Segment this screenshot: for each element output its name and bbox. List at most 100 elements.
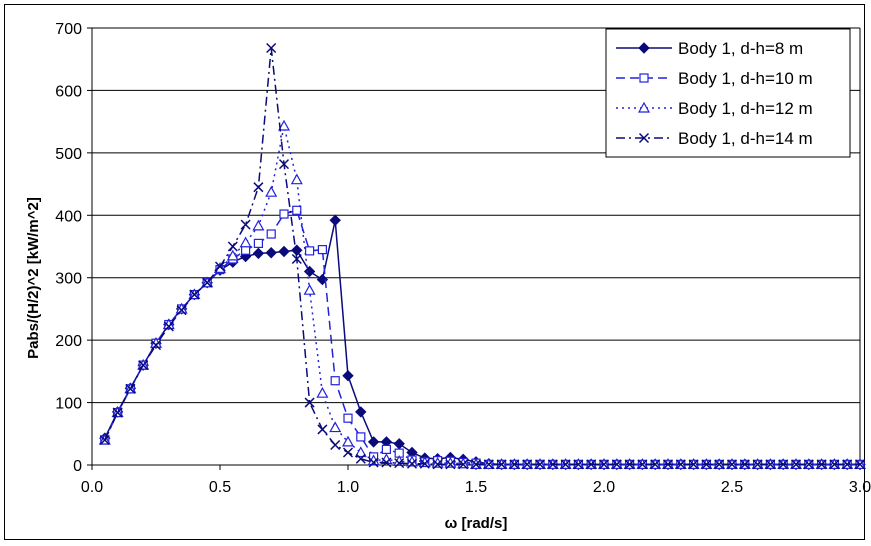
data-point (432, 459, 443, 470)
data-point (688, 459, 699, 470)
data-point (317, 424, 328, 435)
data-point (329, 214, 341, 226)
data-point (611, 459, 622, 470)
data-point (496, 459, 507, 470)
legend-entry: Body 1, d-h=10 m (616, 69, 813, 88)
data-point (816, 459, 827, 470)
data-point (367, 436, 380, 448)
data-point (317, 245, 327, 255)
legend-entry: Body 1, d-h=14 m (616, 129, 813, 148)
data-point (291, 244, 303, 256)
legend-label: Body 1, d-h=8 m (678, 39, 803, 58)
data-point (522, 459, 533, 470)
legend-label: Body 1, d-h=12 m (678, 99, 813, 118)
data-point (752, 459, 763, 470)
data-point (675, 459, 686, 470)
data-point (138, 360, 149, 371)
y-tick-label: 400 (55, 208, 82, 225)
data-point (790, 459, 802, 470)
data-point (854, 459, 866, 470)
data-point (355, 453, 366, 464)
data-point (112, 407, 123, 418)
legend-label: Body 1, d-h=10 m (678, 69, 813, 88)
y-axis-title: Pabs/(H/2)^2 [kW/m^2] (25, 197, 42, 359)
x-tick-label: 0.0 (81, 479, 103, 496)
series-3 (98, 119, 867, 469)
data-point (368, 457, 379, 468)
data-point (394, 458, 405, 469)
data-point (803, 459, 814, 470)
data-point (253, 238, 263, 248)
data-point (99, 434, 110, 446)
data-point (240, 219, 251, 230)
legend-marker (638, 42, 650, 54)
y-tick-label: 100 (55, 396, 82, 413)
data-point (534, 459, 546, 470)
data-point (701, 459, 712, 470)
legend-label: Body 1, d-h=14 m (678, 129, 813, 148)
data-point (829, 459, 840, 470)
data-point (189, 289, 200, 300)
data-point (356, 432, 366, 442)
data-point (252, 247, 265, 260)
data-point (778, 459, 789, 470)
data-point (509, 459, 520, 470)
data-point (303, 265, 316, 278)
data-point (278, 159, 290, 170)
data-point (266, 42, 277, 54)
data-point (241, 245, 251, 255)
data-point (304, 397, 315, 408)
data-point (278, 245, 290, 258)
data-point (342, 447, 354, 458)
data-point (125, 383, 136, 394)
data-point (586, 459, 597, 470)
data-point (662, 459, 674, 470)
data-point (252, 219, 265, 231)
data-point (226, 249, 239, 261)
legend-entry: Body 1, d-h=8 m (616, 39, 803, 58)
y-tick-label: 200 (55, 333, 82, 350)
data-point (355, 406, 367, 418)
data-point (239, 236, 252, 248)
data-point (342, 370, 354, 382)
legend-marker (639, 73, 649, 83)
x-tick-label: 0.5 (209, 479, 231, 496)
y-tick-label: 300 (55, 271, 82, 288)
data-point (291, 253, 302, 265)
data-point (381, 457, 392, 468)
data-point (265, 247, 277, 259)
data-point (445, 459, 456, 470)
data-point (279, 209, 289, 219)
data-point (214, 261, 226, 272)
data-point (765, 459, 776, 470)
data-point (213, 262, 227, 273)
data-point (650, 459, 661, 470)
series-4 (99, 42, 866, 470)
data-point (624, 459, 635, 470)
data-point (330, 439, 341, 451)
data-point (303, 283, 316, 295)
x-tick-label: 3.0 (849, 479, 871, 496)
data-point (354, 446, 367, 458)
series-2 (100, 205, 865, 469)
data-point (176, 305, 187, 316)
legend-marker (638, 132, 650, 144)
y-tick-label: 700 (55, 21, 82, 38)
chart-frame (4, 4, 865, 540)
y-tick-label: 500 (55, 146, 82, 163)
data-point (637, 459, 648, 470)
legend: Body 1, d-h=8 m Body 1, d-h=10 m Body 1, d… (605, 28, 851, 158)
x-tick-label: 2.5 (721, 479, 743, 496)
data-point (277, 119, 291, 131)
data-point (470, 459, 482, 470)
data-point (598, 459, 610, 470)
data-point (305, 246, 315, 256)
x-axis-title: ω [rad/s] (445, 515, 508, 532)
data-point (292, 205, 302, 215)
series-line (104, 125, 860, 466)
series-layer (98, 42, 867, 471)
data-point (381, 444, 391, 454)
data-point (227, 241, 238, 252)
